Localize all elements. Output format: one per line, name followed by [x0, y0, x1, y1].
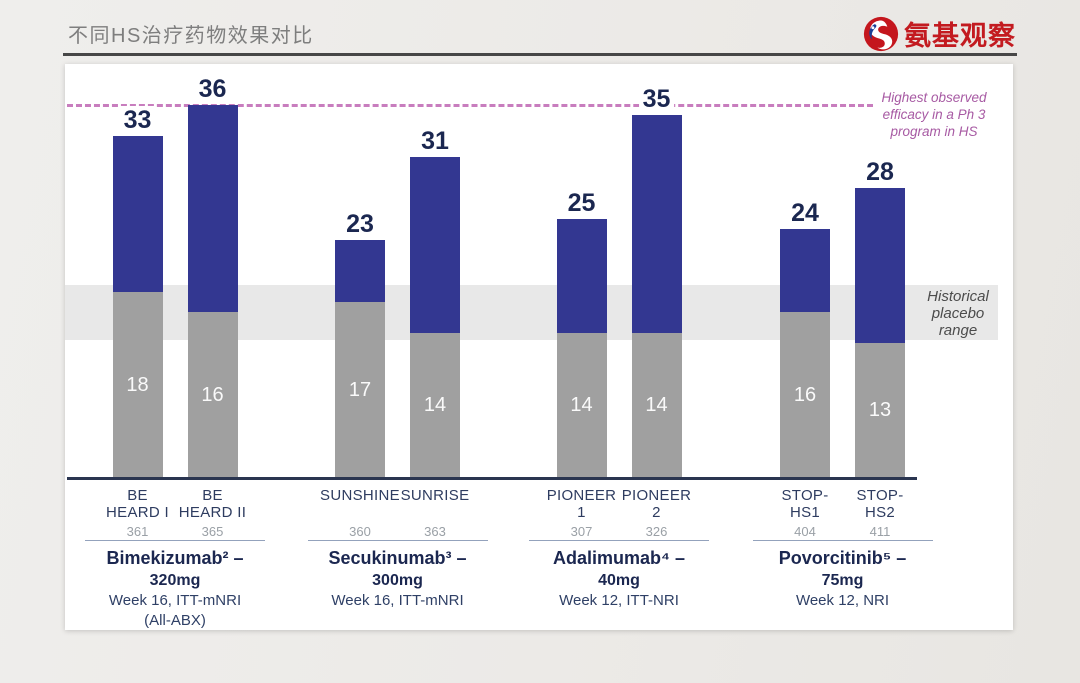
trial-sample-size: 361 — [126, 524, 149, 539]
trial-sample-size: 307 — [570, 524, 593, 539]
total-value-label: 24 — [787, 199, 823, 227]
trial-name: PIONEER 1 — [546, 487, 617, 521]
trial-name: BE HEARD II — [178, 487, 247, 521]
drug-label: Povorcitinib⁵ – 75mg Week 12, NRI — [727, 547, 959, 611]
trial-sample-size: 365 — [201, 524, 224, 539]
chart-card: Highest observed efficacy in a Ph 3 prog… — [65, 64, 1013, 630]
bar-segment-placebo-response: 16 — [780, 312, 830, 478]
stacked-bar: 18 — [112, 136, 163, 478]
drug-note: (All-ABX) — [144, 612, 206, 629]
drug-protocol: Week 12, NRI — [795, 592, 890, 609]
trial-label: STOP- HS1 404 — [747, 487, 863, 539]
bar-segment-placebo-response: 14 — [556, 333, 607, 478]
trial-name: STOP- HS2 — [856, 487, 904, 521]
trial-label: PIONEER 2 326 — [599, 487, 715, 539]
total-value-label: 23 — [342, 210, 378, 238]
drug-protocol: Week 12, ITT-NRI — [559, 592, 679, 609]
total-value-label: 35 — [638, 85, 675, 113]
bar-segment-placebo-response: 17 — [335, 302, 385, 478]
bar-segment-drug-response — [855, 188, 905, 343]
total-value-label: 36 — [194, 75, 231, 103]
trial-label: SUNRISE 363 — [377, 487, 493, 539]
drug-name: Secukinumab³ – — [328, 548, 467, 568]
drug-protocol: Week 16, ITT-mNRI — [108, 592, 242, 609]
drug-protocol: Week 16, ITT-mNRI — [331, 592, 464, 609]
trial-name: SUNRISE — [400, 487, 470, 504]
drug-name: Adalimumab⁴ – — [553, 548, 685, 568]
placebo-value-label: 18 — [126, 373, 149, 396]
placebo-value-label: 14 — [423, 394, 447, 416]
trial-label: BE HEARD I 361 — [80, 487, 196, 539]
header-divider — [63, 53, 1017, 56]
total-value-label: 28 — [862, 158, 898, 186]
trial-label: STOP- HS2 411 — [822, 487, 938, 539]
placebo-value-label: 14 — [645, 394, 668, 416]
bar-segment-drug-response — [112, 136, 163, 292]
bar-segment-drug-response — [187, 105, 238, 312]
placebo-value-label: 16 — [201, 383, 224, 406]
group-divider-line — [752, 540, 933, 541]
total-value-label: 25 — [563, 189, 600, 217]
trial-label: PIONEER 1 307 — [524, 487, 640, 539]
drug-name: Povorcitinib⁵ – — [778, 548, 907, 568]
bar-segment-drug-response — [335, 240, 385, 302]
stacked-bar: 13 — [855, 188, 905, 478]
stacked-bar: 14 — [410, 157, 460, 478]
placebo-value-label: 17 — [348, 378, 372, 401]
x-axis-line — [67, 477, 917, 480]
bar-segment-drug-response — [410, 157, 460, 333]
placebo-value-label: 13 — [868, 399, 892, 421]
highest-efficacy-reference-line — [67, 104, 873, 107]
logo-icon — [863, 16, 899, 51]
stacked-bar: 16 — [780, 229, 830, 478]
stacked-bar: 14 — [631, 115, 682, 478]
total-value-label: 33 — [119, 106, 156, 134]
drug-label: Adalimumab⁴ – 40mg Week 12, ITT-NRI — [503, 547, 735, 611]
trial-name: PIONEER 2 — [621, 487, 692, 521]
stacked-bar: 16 — [187, 105, 238, 478]
bar-segment-placebo-response: 13 — [855, 343, 905, 478]
logo-text: 氨基观察 — [904, 21, 1016, 51]
drug-dose: 320mg — [149, 572, 201, 589]
placebo-value-label: 14 — [570, 394, 593, 416]
logo: 氨基观察 — [863, 14, 1016, 53]
drug-dose: 40mg — [598, 572, 640, 589]
trial-sample-size: 363 — [424, 524, 446, 539]
stacked-bar: 17 — [335, 240, 385, 478]
trial-name: BE HEARD I — [106, 487, 169, 521]
group-divider-line — [529, 540, 709, 541]
stacked-bar: 14 — [556, 219, 607, 478]
drug-dose: 300mg — [372, 572, 423, 589]
bar-segment-placebo-response: 18 — [112, 292, 163, 478]
bar-segment-placebo-response: 16 — [187, 312, 238, 478]
bar-segment-drug-response — [780, 229, 830, 312]
group-divider-line — [85, 540, 265, 541]
drug-label: Secukinumab³ – 300mg Week 16, ITT-mNRI — [282, 547, 514, 611]
trial-sample-size: 360 — [349, 524, 371, 539]
chart-plot: Highest observed efficacy in a Ph 3 prog… — [65, 64, 1013, 630]
bar-segment-placebo-response: 14 — [410, 333, 460, 478]
drug-label: Bimekizumab² – 320mg Week 16, ITT-mNRI (All… — [59, 547, 291, 631]
drug-dose: 75mg — [821, 572, 864, 589]
placebo-value-label: 16 — [793, 383, 817, 406]
reference-line-annotation: Highest observed efficacy in a Ph 3 prog… — [881, 90, 987, 139]
trial-name: STOP- HS1 — [781, 487, 829, 521]
trial-label: SUNSHINE 360 — [302, 487, 418, 539]
trial-sample-size: 411 — [869, 524, 891, 539]
group-divider-line — [307, 540, 488, 541]
total-value-label: 31 — [417, 127, 453, 155]
drug-name: Bimekizumab² – — [106, 548, 244, 568]
trial-sample-size: 326 — [645, 524, 668, 539]
trial-label: BE HEARD II 365 — [155, 487, 271, 539]
bar-segment-placebo-response: 14 — [631, 333, 682, 478]
bar-segment-drug-response — [631, 115, 682, 333]
page-title: 不同HS治疗药物效果对比 — [68, 25, 314, 47]
bar-segment-drug-response — [556, 219, 607, 333]
trial-sample-size: 404 — [794, 524, 816, 539]
placebo-band-label: Historical placebo range — [927, 288, 989, 339]
trial-name: SUNSHINE — [320, 487, 400, 504]
